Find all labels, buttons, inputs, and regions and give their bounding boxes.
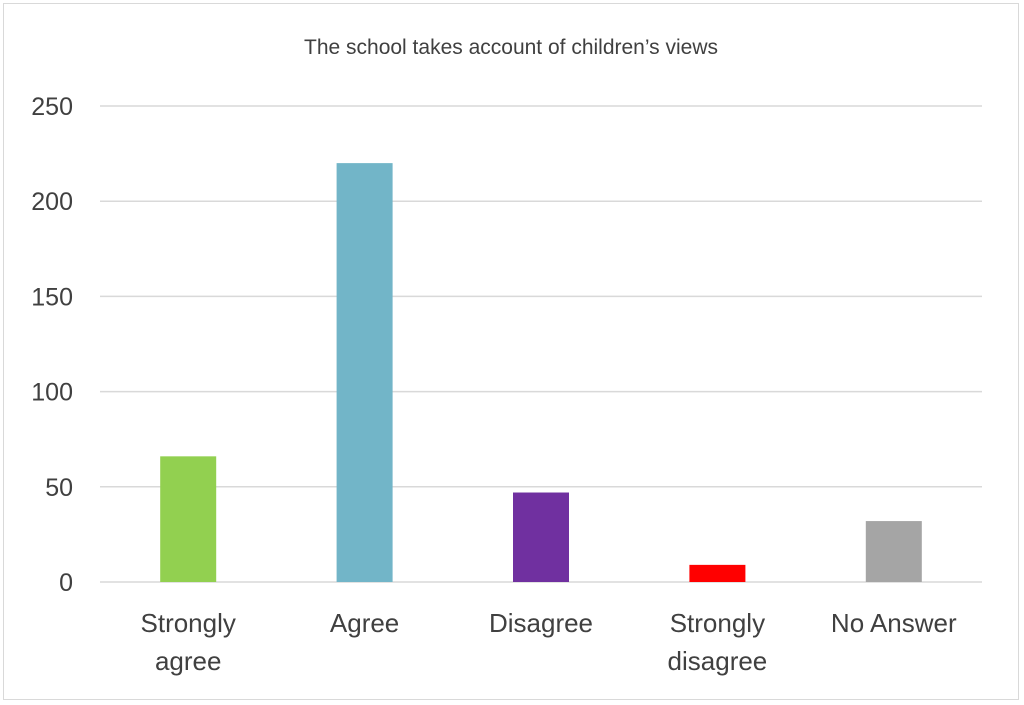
category-label: Agree bbox=[330, 608, 399, 638]
y-tick-label: 150 bbox=[31, 283, 73, 311]
gridlines bbox=[100, 105, 982, 583]
bar bbox=[160, 456, 217, 582]
x-axis-category-labels: Strongly agree Agree Disagree Strongly disagr… bbox=[141, 608, 957, 676]
y-tick-label: 250 bbox=[31, 93, 73, 121]
y-tick-label: 200 bbox=[31, 188, 73, 216]
category-label: Disagree bbox=[489, 608, 593, 638]
y-tick-label: 50 bbox=[45, 474, 73, 502]
y-axis-tick-labels: 0 50 100 150 200 250 bbox=[31, 93, 73, 597]
chart-title: The school takes account of children’s v… bbox=[304, 36, 718, 59]
chart-frame bbox=[3, 3, 1019, 700]
category-label: Strongly agree bbox=[141, 608, 236, 676]
bar bbox=[513, 492, 569, 582]
bar bbox=[689, 564, 746, 582]
y-tick-label: 100 bbox=[31, 379, 73, 407]
bars bbox=[160, 163, 922, 582]
bar bbox=[336, 163, 393, 582]
category-label: Strongly disagree bbox=[668, 608, 768, 676]
y-tick-label: 0 bbox=[59, 569, 73, 597]
bar bbox=[865, 521, 922, 582]
category-label: No Answer bbox=[831, 608, 957, 638]
